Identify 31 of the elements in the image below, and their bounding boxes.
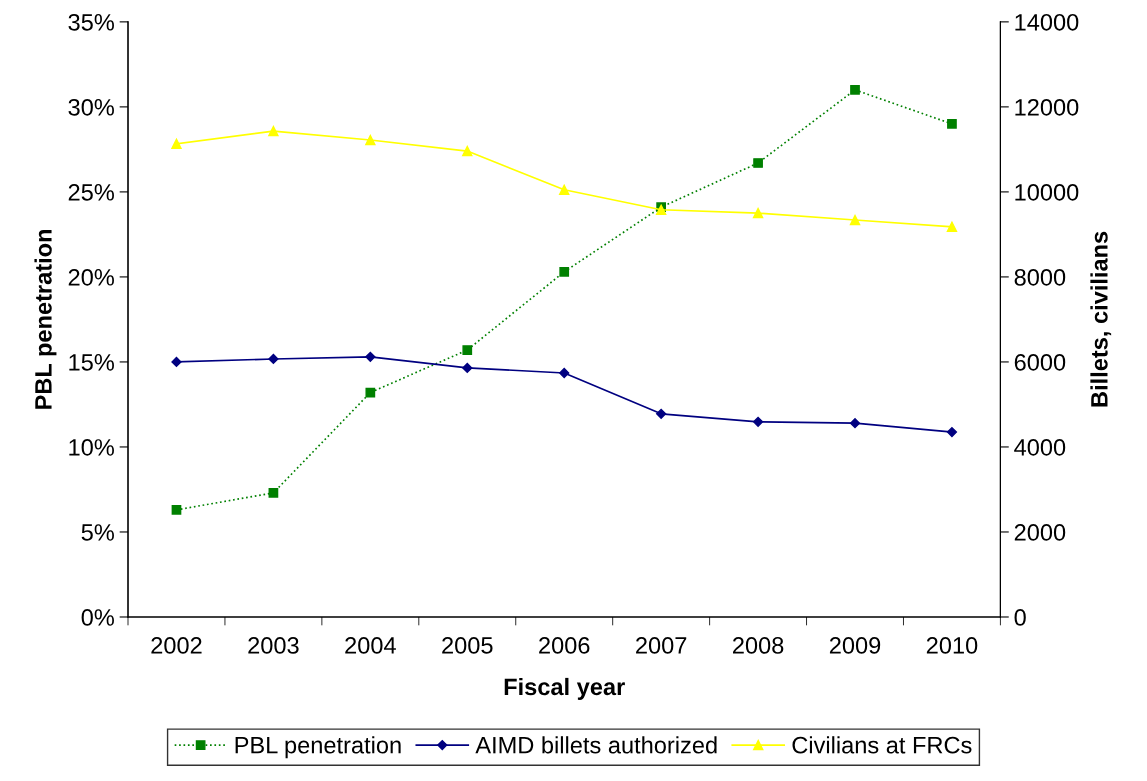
y2-tick-label: 6000: [1014, 354, 1066, 371]
y2-tick-label: 4000: [1014, 439, 1066, 456]
y-tick-label: 10%: [69, 439, 114, 456]
legend-label: Civilians at FRCs: [792, 736, 972, 754]
y-tick-label: 0%: [81, 609, 114, 626]
legend-label: PBL penetration: [235, 736, 401, 759]
x-tick-label: 2008: [733, 637, 784, 654]
y-tick-label: 30%: [68, 98, 114, 116]
x-tick-label: 2002: [151, 637, 202, 654]
y2-tick-label: 12000: [1015, 98, 1079, 116]
y2-axis-title: Billets, civilians: [1090, 231, 1112, 407]
y2-tick-label: 0: [1014, 609, 1026, 626]
y2-tick-label: 10000: [1015, 183, 1079, 201]
x-axis-title: Fiscal year: [504, 677, 625, 700]
y-tick-label: 15%: [69, 354, 114, 371]
x-tick-label: 2006: [539, 637, 590, 654]
y2-tick-label: 8000: [1014, 268, 1066, 286]
y-tick-label: 20%: [68, 268, 114, 286]
y-axis-title: PBL penetration: [34, 229, 57, 409]
y2-tick-label: 14000: [1015, 13, 1079, 31]
x-tick-label: 2003: [248, 637, 299, 654]
x-tick-label: 2009: [829, 637, 881, 654]
y-tick-label: 5%: [81, 524, 114, 541]
y2-tick-label: 2000: [1014, 524, 1066, 541]
x-tick-label: 2005: [442, 637, 493, 654]
y-tick-label: 25%: [68, 183, 114, 201]
legend-label: AIMD billets authorized: [475, 736, 717, 754]
x-tick-label: 2007: [636, 637, 687, 654]
x-tick-label: 2004: [345, 637, 396, 654]
x-tick-label: 2010: [926, 637, 978, 654]
y-tick-label: 35%: [68, 13, 114, 31]
